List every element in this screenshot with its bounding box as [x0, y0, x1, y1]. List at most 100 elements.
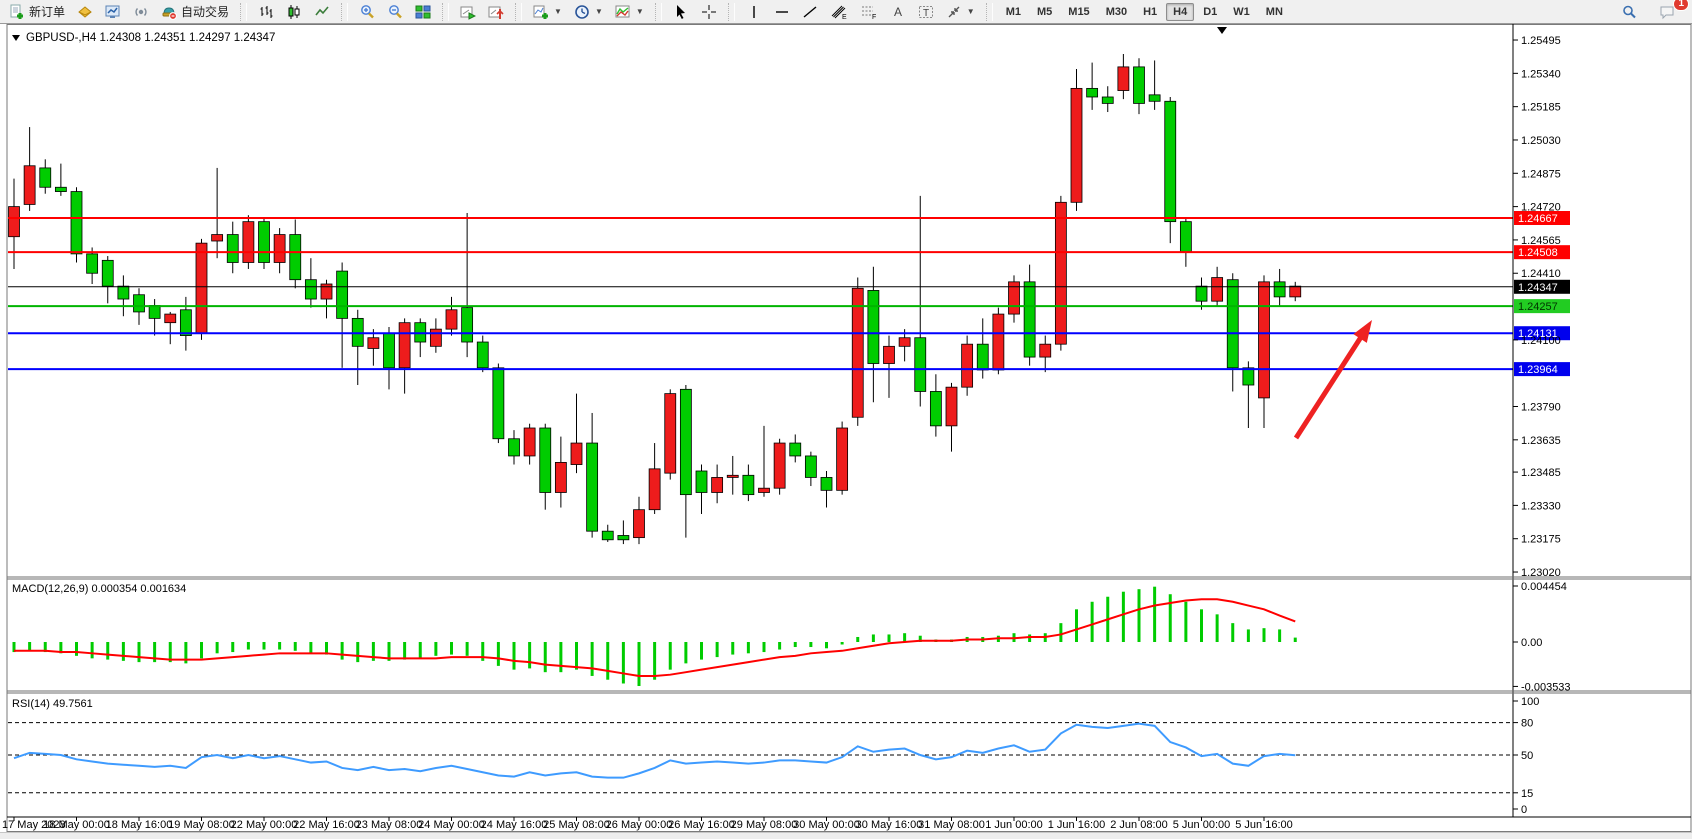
- chart-shift-icon: [488, 4, 504, 20]
- candle-body: [523, 427, 536, 457]
- price-badge-label: 1.24347: [1518, 282, 1558, 294]
- candle-body: [1023, 281, 1036, 358]
- equidistant-channel-icon: E: [830, 4, 848, 20]
- candle-body: [320, 283, 333, 300]
- toolbar-separator: [515, 2, 523, 21]
- time-label: 26 May 16:00: [668, 819, 735, 831]
- search-button[interactable]: [1615, 1, 1643, 23]
- one-click-trading-toggle-icon[interactable]: [12, 35, 20, 41]
- arrow-annotation[interactable]: [1293, 327, 1369, 440]
- market-watch-button[interactable]: [71, 1, 99, 23]
- toolbar-separator: [341, 2, 349, 21]
- signals-button[interactable]: [127, 1, 155, 23]
- periods-button[interactable]: ▼: [568, 1, 609, 23]
- candle-body: [929, 391, 942, 427]
- chat-notification-badge: 1: [1673, 0, 1689, 11]
- candlestick-chart-button[interactable]: [280, 1, 308, 23]
- auto-trading-button[interactable]: 自动交易: [155, 0, 235, 23]
- time-label: 29 May 08:00: [731, 819, 798, 831]
- market-watch-icon: [77, 4, 93, 20]
- macd-tick-label: -0.003533: [1521, 681, 1571, 693]
- time-label: 24 May 00:00: [418, 819, 485, 831]
- chart-window-icon: [105, 4, 121, 20]
- tile-windows-button[interactable]: [409, 1, 437, 23]
- candle-body: [1242, 367, 1255, 386]
- timeframe-m5-button[interactable]: M5: [1037, 5, 1053, 18]
- text-label-button[interactable]: T: [912, 1, 940, 23]
- candle-body: [789, 442, 802, 457]
- timeframe-mn-button[interactable]: MN: [1265, 5, 1283, 18]
- chat-button[interactable]: 1: [1653, 0, 1689, 23]
- candle-body: [992, 313, 1005, 371]
- trendline-icon: [802, 4, 818, 20]
- price-tick-label: 1.23485: [1521, 467, 1561, 479]
- chart-frame: [6, 24, 1692, 832]
- auto-scroll-button[interactable]: [454, 1, 482, 23]
- price-badge: [1514, 279, 1570, 294]
- arrow-annotation-head[interactable]: [1353, 320, 1372, 343]
- toolbar-separator: [240, 2, 248, 21]
- text-button[interactable]: A: [884, 1, 912, 23]
- price-tick-label: 1.23790: [1521, 402, 1561, 414]
- candle-body: [867, 290, 880, 364]
- bar-chart-icon: [258, 4, 274, 20]
- timeframe-h1-button[interactable]: H1: [1143, 5, 1158, 18]
- horizontal-line-button[interactable]: [768, 1, 796, 23]
- new-order-button[interactable]: 新订单: [3, 0, 71, 23]
- svg-text:T: T: [923, 8, 929, 19]
- chart-shift-button[interactable]: [482, 1, 510, 23]
- timeframe-m15-button[interactable]: M15: [1068, 5, 1090, 18]
- macd-tick-label: 0.004454: [1521, 581, 1567, 593]
- chart-shift-marker-icon[interactable]: [1217, 27, 1227, 34]
- candle-body: [664, 393, 677, 474]
- candle-body: [1211, 277, 1224, 302]
- price-badge-label: 1.24257: [1518, 301, 1558, 313]
- toolbar-separator: [442, 2, 450, 21]
- chart-window-button[interactable]: [99, 1, 127, 23]
- timeframe-h4-button[interactable]: H4: [1166, 2, 1195, 21]
- arrows-shapes-button[interactable]: ▼: [940, 1, 981, 23]
- templates-button[interactable]: ▼: [609, 1, 650, 23]
- timeframe-d1-button[interactable]: D1: [1203, 5, 1218, 18]
- trendline-button[interactable]: [796, 1, 824, 23]
- cursor-button[interactable]: [667, 1, 695, 23]
- candle-body: [742, 474, 755, 496]
- candlestick-chart-icon: [286, 4, 302, 20]
- line-chart-button[interactable]: [308, 1, 336, 23]
- crosshair-icon: [701, 4, 717, 20]
- candle-body: [304, 279, 317, 300]
- line-chart-icon: [314, 4, 330, 20]
- fibonacci-icon: F: [860, 4, 878, 20]
- vertical-line-button[interactable]: [740, 1, 768, 23]
- indicators-button[interactable]: ▼: [527, 1, 568, 23]
- chart-canvas[interactable]: 1.24667 1.24508 1.24347 1.24257 1.24131 1.239…: [0, 24, 1692, 832]
- candle-body: [679, 388, 692, 496]
- time-label: 23 May 08:00: [356, 819, 423, 831]
- time-label: 25 May 08:00: [543, 819, 610, 831]
- candle-body: [914, 337, 927, 392]
- timeframe-m1-button[interactable]: M1: [1005, 5, 1021, 18]
- timeframe-m30-button[interactable]: M30: [1105, 5, 1128, 18]
- candle-body: [336, 270, 349, 319]
- price-tick-label: 1.25030: [1521, 135, 1561, 147]
- candle-body: [508, 438, 520, 457]
- periods-clock-icon: [574, 4, 590, 20]
- price-tick-label: 1.24100: [1521, 335, 1561, 347]
- toolbar-separator: [727, 2, 735, 21]
- bar-chart-button[interactable]: [252, 1, 280, 23]
- timeframe-w1-button[interactable]: W1: [1233, 5, 1250, 18]
- candle-body: [39, 167, 52, 188]
- crosshair-button[interactable]: [695, 1, 723, 23]
- equidistant-channel-button[interactable]: E: [824, 1, 854, 23]
- time-label: 18 May 16:00: [106, 819, 173, 831]
- candle-body: [1008, 281, 1020, 315]
- fibonacci-button[interactable]: F: [854, 1, 884, 23]
- arrows-shapes-caret-icon: ▼: [966, 7, 975, 16]
- price-tick-label: 1.23330: [1521, 500, 1561, 512]
- zoom-out-button[interactable]: [381, 1, 409, 23]
- zoom-in-button[interactable]: [353, 1, 381, 23]
- candle-body: [164, 313, 177, 324]
- candle-body: [289, 234, 302, 281]
- chart-window[interactable]: 1.24667 1.24508 1.24347 1.24257 1.24131 1.239…: [0, 24, 1692, 832]
- candle-body: [476, 341, 489, 369]
